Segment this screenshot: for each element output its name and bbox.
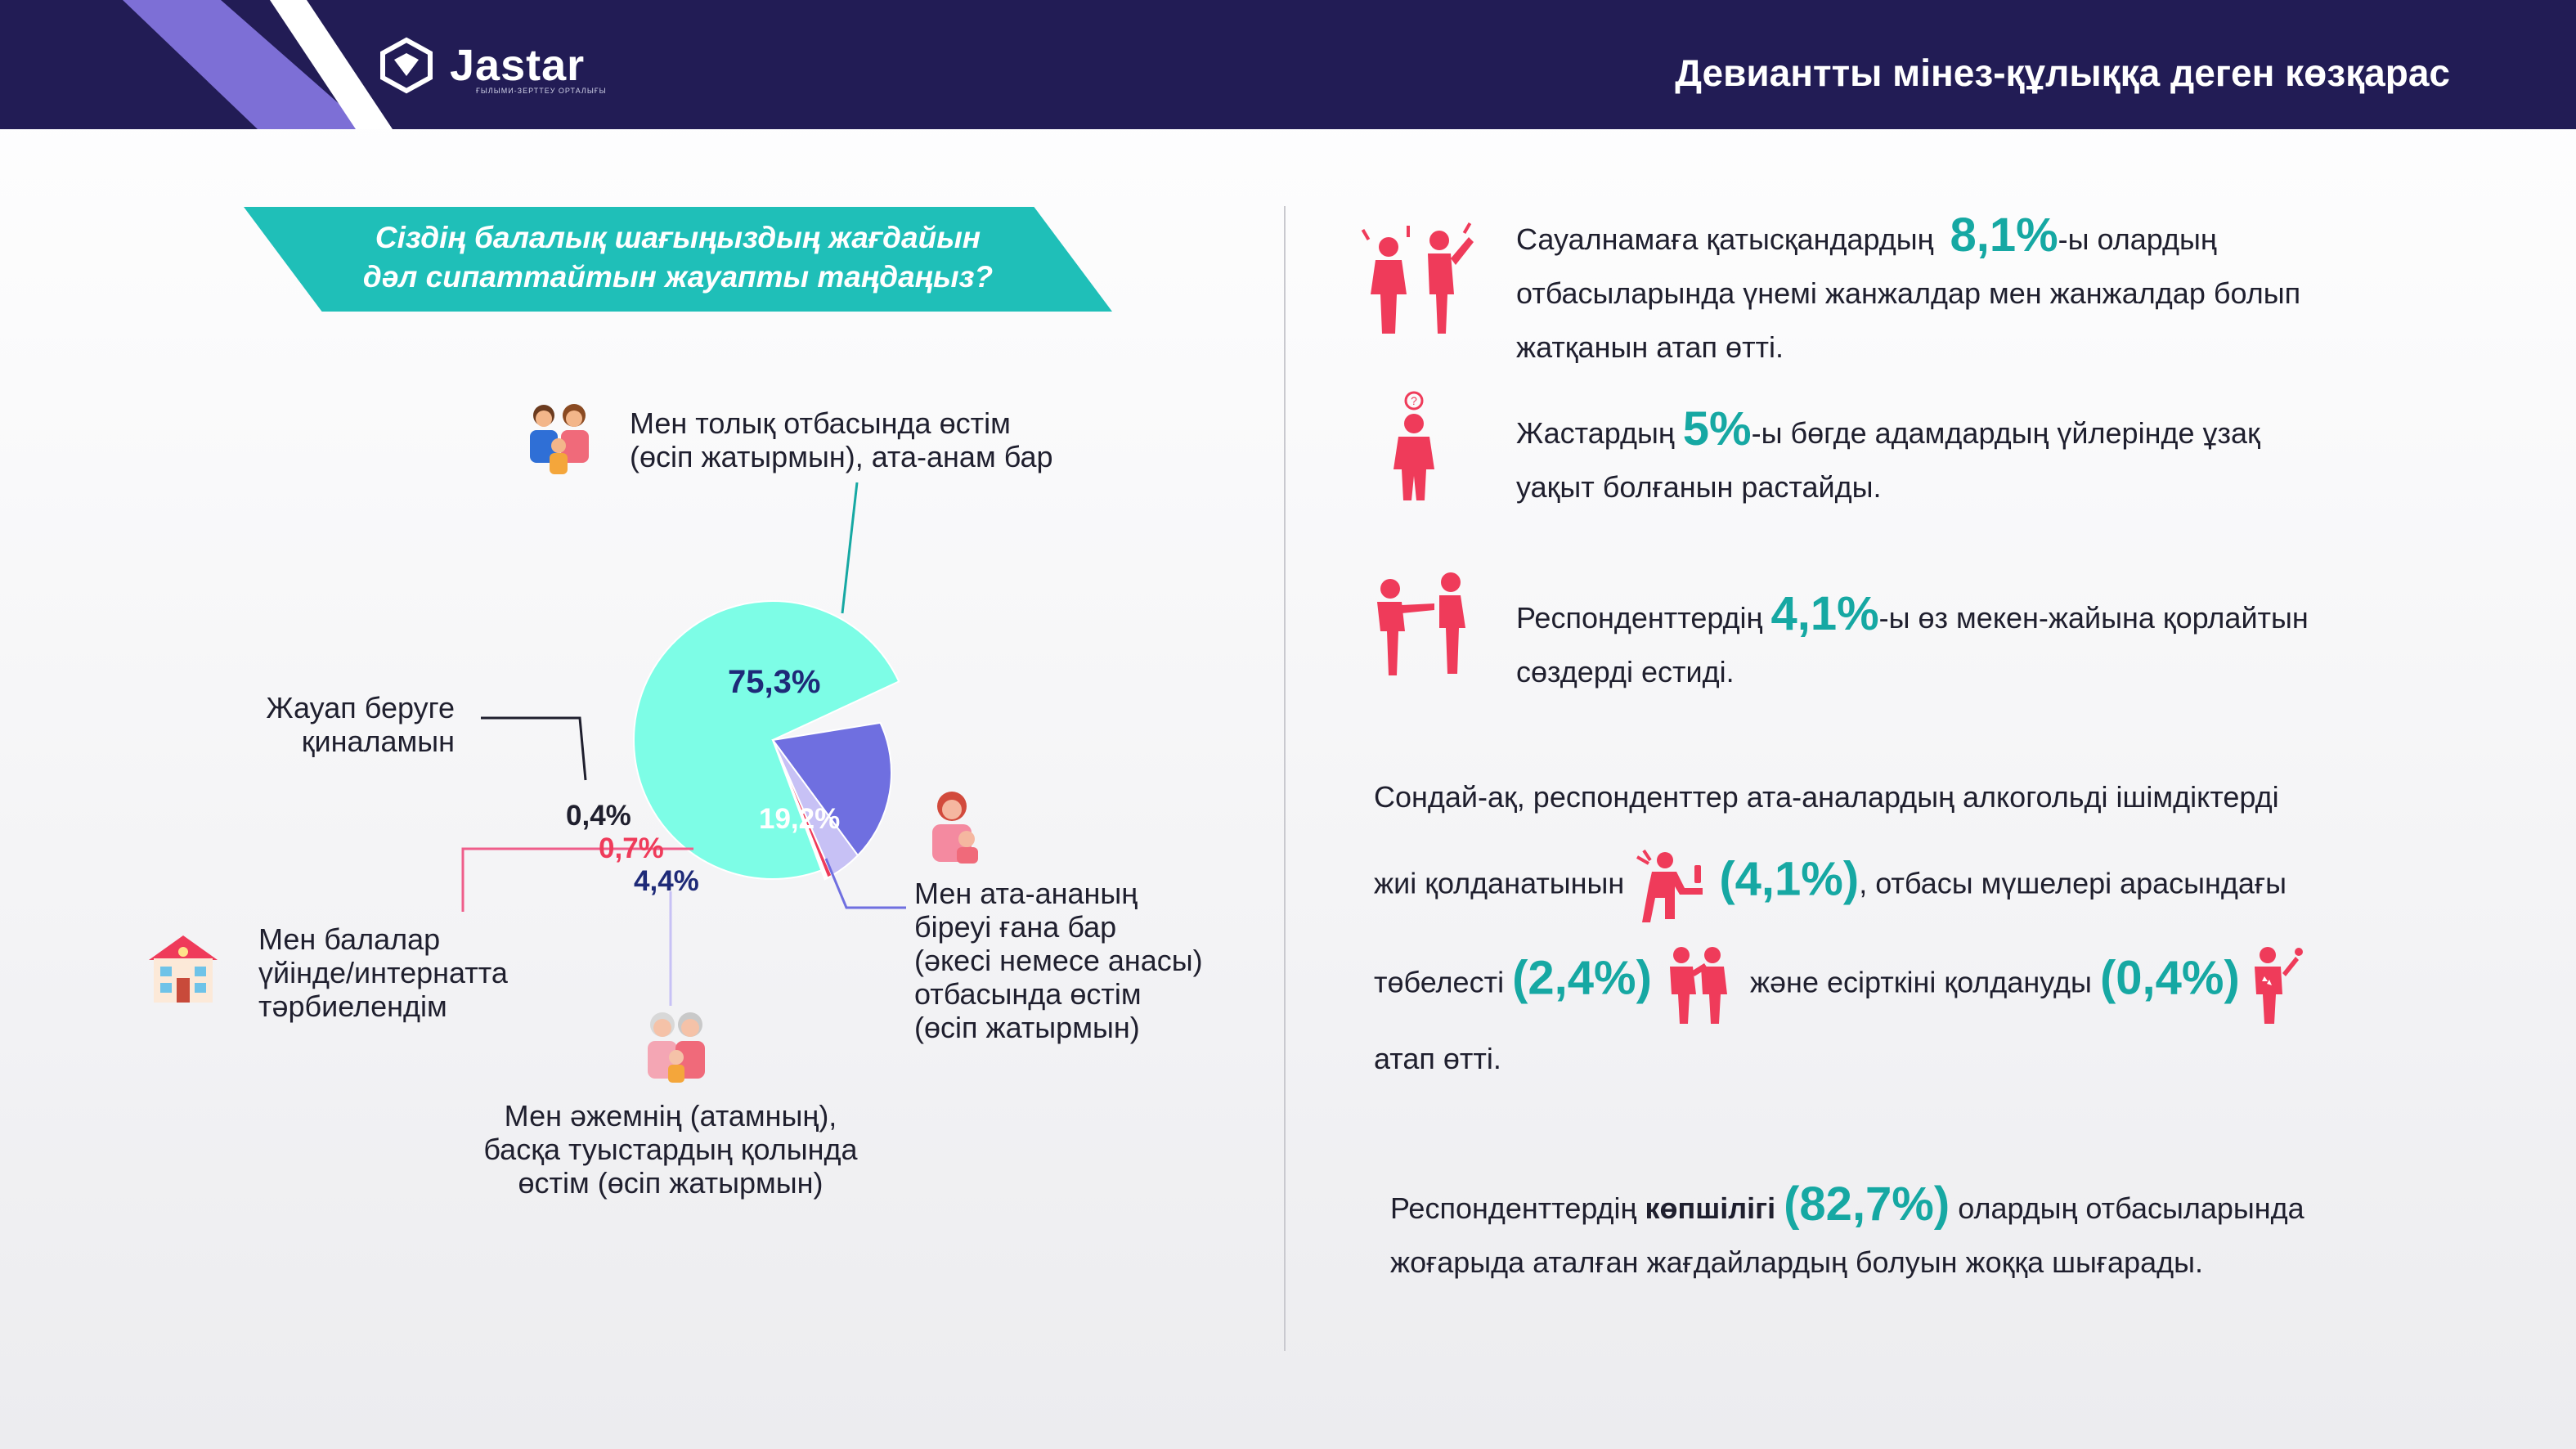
label-line: басқа туыстардың қолында bbox=[483, 1133, 858, 1166]
label-line: Мен әжемнің (атамның), bbox=[504, 1099, 837, 1133]
leader-line bbox=[461, 847, 693, 912]
question-text: Сіздің балалық шағыңыздың жағдайын дәл с… bbox=[244, 218, 1112, 297]
leader-line bbox=[481, 716, 587, 781]
fact-text: олардың отбасыларында bbox=[1958, 1191, 2304, 1225]
fact-text: атап өтті. bbox=[1374, 1042, 1501, 1075]
leader-line bbox=[841, 482, 859, 614]
fact-number: 5% bbox=[1682, 402, 1752, 455]
fact-text: жиі қолданатынын bbox=[1374, 866, 1625, 900]
header-bar: Jastar ҒЫЛЫМИ-ЗЕРТТЕУ ОРТАЛЫҒЫ Девиантты… bbox=[0, 0, 2576, 129]
question-line: дәл сипаттайтын жауапты таңдаңыз? bbox=[362, 260, 994, 294]
vertical-divider bbox=[1284, 206, 1286, 1351]
fact-bold: көпшілігі bbox=[1645, 1191, 1776, 1225]
fact-strangers: Жастардың 5%-ы бөгде адамдардың үйлерінд… bbox=[1516, 402, 2260, 514]
page-title: Девиантты мінез-құлыққа деген көзқарас bbox=[1675, 52, 2450, 94]
insult-icon bbox=[1377, 572, 1465, 675]
fact-insults: Респонденттердің 4,1%-ы өз мекен-жайына … bbox=[1516, 587, 2309, 699]
label-line: (өсіп жатырмын), ата-анам бар bbox=[630, 440, 1053, 473]
orphanage-house-icon bbox=[149, 935, 218, 1003]
person-question-icon: ? bbox=[1393, 391, 1434, 500]
logo-subtitle: ҒЫЛЫМИ-ЗЕРТТЕУ ОРТАЛЫҒЫ bbox=[476, 87, 607, 95]
fact-family-issues: Сондай-ақ, респонденттер ата-аналардың а… bbox=[1374, 767, 2305, 1089]
drug-use-icon bbox=[2254, 947, 2303, 1024]
fact-text: уақыт болғанын растайды. bbox=[1516, 470, 1882, 504]
label-single-parent: Мен ата-ананың біреуі ғана бар (әкесі не… bbox=[914, 877, 1203, 1044]
fact-number: (2,4%) bbox=[1512, 951, 1652, 1005]
label-line: (өсіп жатырмын) bbox=[914, 1011, 1140, 1044]
label-line: Мен ата-ананың bbox=[914, 877, 1138, 910]
fact-text: , отбасы мүшелері арасындағы bbox=[1859, 866, 2287, 900]
slice-label-19: 19,2% bbox=[759, 803, 841, 835]
drinking-icon bbox=[1636, 849, 1703, 922]
fact-text: сөздерді естиді. bbox=[1516, 655, 1735, 689]
label-line: Жауап беруге bbox=[266, 691, 455, 724]
fact-text: -ы өз мекен-жайына қорлайтын bbox=[1878, 601, 2309, 635]
fact-text: -ы бөгде адамдардың үйлерінде ұзақ bbox=[1751, 416, 2260, 450]
family-icon bbox=[530, 404, 589, 474]
label-line: қиналамын bbox=[301, 724, 455, 758]
pie-slice bbox=[772, 739, 829, 881]
fact-text: Сондай-ақ, респонденттер ата-аналардың а… bbox=[1374, 780, 2279, 814]
fact-text: жатқанын атап өтті. bbox=[1516, 330, 1784, 364]
label-line: Мен балалар bbox=[258, 922, 441, 956]
label-line: өстім (өсіп жатырмын) bbox=[518, 1166, 824, 1200]
grandparents-icon bbox=[648, 1012, 705, 1083]
quarrel-icon bbox=[1361, 222, 1474, 334]
fact-number: (0,4%) bbox=[2099, 951, 2240, 1005]
slice-label-4: 4,4% bbox=[634, 865, 699, 897]
svg-text:?: ? bbox=[1411, 394, 1417, 407]
fact-text: Респонденттердің bbox=[1516, 601, 1763, 635]
label-relatives: Мен әжемнің (атамның), басқа туыстардың … bbox=[458, 1099, 883, 1200]
logo-text: Jastar bbox=[450, 41, 586, 90]
logo[interactable]: Jastar ҒЫЛЫМИ-ЗЕРТТЕУ ОРТАЛЫҒЫ bbox=[378, 36, 606, 95]
slice-label-04: 0,4% bbox=[566, 800, 631, 832]
question-line: Сіздің балалық шағыңыздың жағдайын bbox=[375, 221, 981, 254]
label-orphanage: Мен балалар үйінде/интернатта тәрбиеленд… bbox=[258, 922, 508, 1023]
fact-text: Сауалнамаға қатысқандардың bbox=[1516, 222, 1934, 256]
fight-icon bbox=[1669, 947, 1727, 1024]
slice-label-75: 75,3% bbox=[728, 664, 821, 700]
fact-majority: Респонденттердің көпшілігі (82,7%) олард… bbox=[1390, 1178, 2304, 1290]
fact-number: 4,1% bbox=[1770, 587, 1879, 640]
fact-text: отбасыларында үнемі жанжалдар мен жанжал… bbox=[1516, 276, 2301, 310]
label-no-answer: Жауап беруге қиналамын bbox=[242, 691, 455, 758]
fact-number: 8,1% bbox=[1950, 209, 2058, 262]
label-line: отбасында өстім bbox=[914, 977, 1142, 1011]
label-line: тәрбиелендім bbox=[258, 989, 447, 1023]
question-banner: Сіздің балалық шағыңыздың жағдайын дәл с… bbox=[244, 207, 1112, 312]
fact-text: жоғарыда аталған жағдайлардың болуын жоқ… bbox=[1390, 1245, 2203, 1279]
fact-number: (4,1%) bbox=[1719, 852, 1860, 906]
pie-slice bbox=[771, 721, 892, 857]
logo-icon bbox=[380, 37, 433, 94]
fact-text: Жастардың bbox=[1516, 416, 1675, 450]
fact-text: және есірткіні қолдануды bbox=[1749, 965, 2092, 999]
pie-slice bbox=[633, 600, 900, 880]
slice-label-07: 0,7% bbox=[599, 832, 664, 864]
fact-text: төбелесті bbox=[1374, 965, 1505, 999]
label-line: біреуі ғана бар bbox=[914, 910, 1117, 944]
label-full-family: Мен толық отбасында өстім (өсіп жатырмын… bbox=[630, 406, 1053, 473]
label-line: үйінде/интернатта bbox=[258, 956, 508, 989]
fact-text: -ы олардың bbox=[2058, 222, 2217, 256]
fact-conflicts: Сауалнамаға қатысқандардың 8,1%-ы оларды… bbox=[1516, 209, 2300, 375]
label-line: (әкесі немесе анасы) bbox=[914, 944, 1203, 977]
mother-child-icon bbox=[932, 792, 978, 864]
fact-number: (82,7%) bbox=[1784, 1178, 1950, 1231]
leader-line bbox=[824, 858, 906, 909]
label-line: Мен толық отбасында өстім bbox=[630, 406, 1011, 440]
fact-text: Респонденттердің bbox=[1390, 1191, 1637, 1225]
